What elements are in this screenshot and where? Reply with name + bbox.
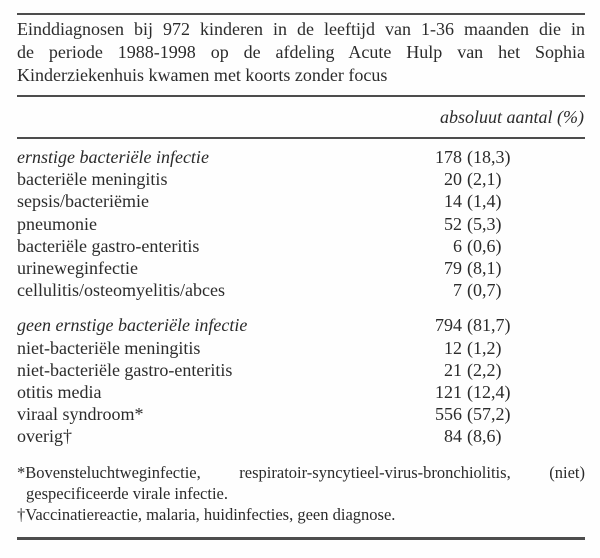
absolute-count: 20 bbox=[444, 169, 462, 190]
row-value: 556 (57,2) bbox=[432, 403, 585, 425]
percentage-value: (2,2) bbox=[467, 359, 502, 380]
row-value: 12 (1,2) bbox=[432, 337, 585, 359]
table-row: overig† 84 (8,6) bbox=[17, 425, 585, 447]
table-row: ernstige bacteriële infectie 178 (18,3) bbox=[17, 146, 585, 168]
top-rule bbox=[17, 13, 585, 15]
percentage-value: (1,2) bbox=[467, 337, 502, 358]
caption-divider-rule bbox=[17, 95, 585, 97]
row-value: 20 (2,1) bbox=[432, 168, 585, 190]
table-section-no-serious-bacterial: geen ernstige bacteriële infectie 794 (81… bbox=[17, 314, 585, 447]
percentage-value: (2,1) bbox=[467, 169, 502, 190]
percentage-value: (12,4) bbox=[467, 382, 511, 403]
diagnosis-label: sepsis/bacteriëmie bbox=[17, 191, 149, 212]
row-value: 794 (81,7) bbox=[432, 314, 585, 336]
diagnosis-label: otitis media bbox=[17, 382, 102, 403]
table-row: sepsis/bacteriëmie 14 (1,4) bbox=[17, 190, 585, 212]
scanned-table-page: Einddiagnosen bij 972 kinderen in de lee… bbox=[17, 13, 585, 540]
header-divider-rule bbox=[17, 137, 585, 139]
table-row: pneumonie 52 (5,3) bbox=[17, 213, 585, 235]
table-row: viraal syndroom* 556 (57,2) bbox=[17, 403, 585, 425]
footnote-dagger: †Vaccinatiereactie, malaria, huidinfecti… bbox=[17, 504, 396, 524]
diagnosis-label: cellulitis/osteomyelitis/abces bbox=[17, 280, 225, 301]
bottom-rule bbox=[17, 536, 585, 540]
percentage-value: (81,7) bbox=[467, 315, 511, 336]
row-value: 79 (8,1) bbox=[432, 257, 585, 279]
row-value: 6 (0,6) bbox=[432, 235, 585, 257]
diagnosis-label: urineweginfectie bbox=[17, 258, 138, 279]
row-value: 178 (18,3) bbox=[432, 146, 585, 168]
absolute-count: 21 bbox=[444, 359, 462, 380]
table-row: cellulitis/osteomyelitis/abces 7 (0,7) bbox=[17, 279, 585, 301]
percentage-value: (0,7) bbox=[467, 280, 502, 301]
percentage-value: (18,3) bbox=[467, 147, 511, 167]
table-row: otitis media 121 (12,4) bbox=[17, 381, 585, 403]
diagnosis-label: bacteriële meningitis bbox=[17, 169, 168, 190]
diagnosis-label: niet-bacteriële gastro-enteritis bbox=[17, 359, 233, 380]
table-row: geen ernstige bacteriële infectie 794 (81… bbox=[17, 314, 585, 336]
row-value: 7 (0,7) bbox=[432, 279, 585, 301]
percentage-value: (8,6) bbox=[467, 426, 502, 447]
absolute-count: 7 bbox=[453, 280, 462, 301]
diagnosis-label: niet-bacteriële meningitis bbox=[17, 337, 201, 358]
table-row: bacteriële gastro-enteritis 6 (0,6) bbox=[17, 235, 585, 257]
table-section-serious-bacterial: ernstige bacteriële infectie 178 (18,3) b… bbox=[17, 146, 585, 301]
absolute-count: 84 bbox=[444, 426, 462, 447]
percentage-value: (57,2) bbox=[467, 404, 511, 425]
column-header: absoluut aantal (%) bbox=[440, 107, 584, 127]
diagnosis-label: ernstige bacteriële infectie bbox=[17, 147, 209, 167]
row-value: 14 (1,4) bbox=[432, 190, 585, 212]
percentage-value: (8,1) bbox=[467, 258, 502, 279]
percentage-value: (0,6) bbox=[467, 235, 502, 256]
table-row: niet-bacteriële meningitis 12 (1,2) bbox=[17, 337, 585, 359]
diagnosis-label: viraal syndroom* bbox=[17, 404, 144, 425]
absolute-count: 121 bbox=[435, 382, 462, 403]
row-value: 84 (8,6) bbox=[432, 425, 585, 447]
footnote-asterisk-line-1: *Bovensteluchtweginfectie, respiratoir-s… bbox=[17, 462, 585, 482]
table-row: urineweginfectie 79 (8,1) bbox=[17, 257, 585, 279]
table-row: niet-bacteriële gastro-enteritis 21 (2,2) bbox=[17, 359, 585, 381]
row-value: 52 (5,3) bbox=[432, 213, 585, 235]
absolute-count: 12 bbox=[444, 337, 462, 358]
absolute-count: 14 bbox=[444, 191, 462, 212]
diagnosis-label: geen ernstige bacteriële infectie bbox=[17, 315, 248, 336]
footnotes: *Bovensteluchtweginfectie, respiratoir-s… bbox=[17, 462, 585, 525]
absolute-count: 556 bbox=[435, 404, 462, 425]
table-row: bacteriële meningitis 20 (2,1) bbox=[17, 168, 585, 190]
absolute-count: 794 bbox=[435, 315, 462, 336]
row-value: 121 (12,4) bbox=[432, 381, 585, 403]
absolute-count: 178 bbox=[435, 147, 462, 167]
absolute-count: 79 bbox=[444, 258, 462, 279]
table-caption: Einddiagnosen bij 972 kinderen in de lee… bbox=[17, 18, 585, 87]
caption-line-3: Kinderziekenhuis kwamen met koorts zonde… bbox=[17, 65, 388, 85]
caption-line-2: de periode 1988-1998 op de afdeling Acut… bbox=[17, 42, 585, 62]
footnote-asterisk-line-2: gespecificeerde virale infectie. bbox=[26, 483, 228, 503]
diagnosis-label: overig† bbox=[17, 426, 72, 447]
diagnosis-label: pneumonie bbox=[17, 213, 97, 234]
absolute-count: 52 bbox=[444, 213, 462, 234]
absolute-count: 6 bbox=[453, 235, 462, 256]
percentage-value: (1,4) bbox=[467, 191, 502, 212]
caption-line-1: Einddiagnosen bij 972 kinderen in de lee… bbox=[17, 19, 585, 39]
percentage-value: (5,3) bbox=[467, 213, 502, 234]
diagnosis-label: bacteriële gastro-enteritis bbox=[17, 235, 200, 256]
row-value: 21 (2,2) bbox=[432, 359, 585, 381]
